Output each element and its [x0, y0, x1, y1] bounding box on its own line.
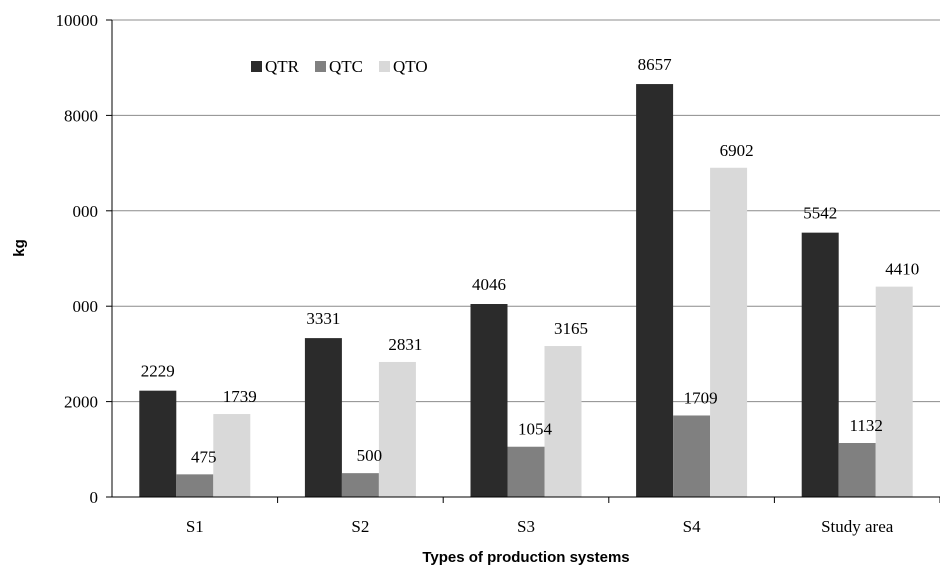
data-label: 1739 — [223, 387, 257, 406]
legend-label: QTR — [265, 57, 300, 76]
data-label: 1709 — [684, 388, 718, 407]
data-label: 2831 — [388, 335, 422, 354]
data-label: 1054 — [518, 420, 553, 439]
y-tick-label: 000 — [73, 297, 99, 316]
y-axis-title: kg — [11, 239, 28, 257]
data-label: 1132 — [850, 416, 883, 435]
bar-qtr — [470, 304, 508, 497]
bar-qtc — [838, 443, 876, 497]
legend: QTR QTC QTO — [251, 57, 428, 76]
x-axis-title: Types of production systems — [422, 549, 629, 566]
bar-qtr — [636, 84, 674, 497]
bar-qto — [544, 346, 582, 497]
y-tick-label: 000 — [73, 202, 99, 221]
data-label: 6902 — [720, 141, 754, 160]
data-label: 8657 — [638, 55, 673, 74]
x-tick-label: S2 — [351, 517, 369, 536]
tick-labels: 0 2000 000 000 8000 10000 S1 S2 S3 S4 Study area — [56, 11, 894, 536]
legend-label: QTC — [329, 57, 363, 76]
bar-qtc — [176, 474, 214, 497]
data-label: 3165 — [554, 319, 588, 338]
y-tick-label: 2000 — [64, 393, 98, 412]
data-label: 4046 — [472, 275, 506, 294]
legend-swatch — [251, 61, 262, 72]
bar-qtr — [304, 338, 342, 497]
bar-qtc — [341, 473, 379, 497]
data-label: 3331 — [306, 309, 340, 328]
bar-qtr — [801, 232, 839, 497]
legend-swatch — [379, 61, 390, 72]
bar-qtr — [139, 390, 177, 497]
legend-swatch — [315, 61, 326, 72]
data-labels: 2229 475 1739 3331 500 2831 4046 1054 3165 8657 17… — [141, 55, 919, 466]
y-tick-label: 8000 — [64, 106, 98, 125]
bar-qtc — [673, 415, 711, 497]
data-label: 4410 — [885, 260, 919, 279]
data-label: 475 — [191, 447, 217, 466]
x-tick-label: S4 — [683, 517, 701, 536]
x-tick-label: Study area — [821, 517, 894, 536]
y-tick-label: 0 — [90, 488, 99, 507]
bar-qto — [378, 361, 416, 497]
bars — [139, 84, 913, 497]
x-tick-label: S1 — [186, 517, 204, 536]
x-tick-label: S3 — [517, 517, 535, 536]
bar-qto — [875, 286, 913, 497]
axes — [106, 19, 940, 503]
y-tick-label: 10000 — [56, 11, 99, 30]
data-label: 500 — [357, 446, 383, 465]
bar-qtc — [507, 446, 545, 497]
bar-qto — [213, 414, 251, 497]
bar-qto — [710, 167, 748, 497]
data-label: 2229 — [141, 362, 175, 381]
legend-label: QTO — [393, 57, 428, 76]
data-label: 5542 — [803, 204, 837, 223]
